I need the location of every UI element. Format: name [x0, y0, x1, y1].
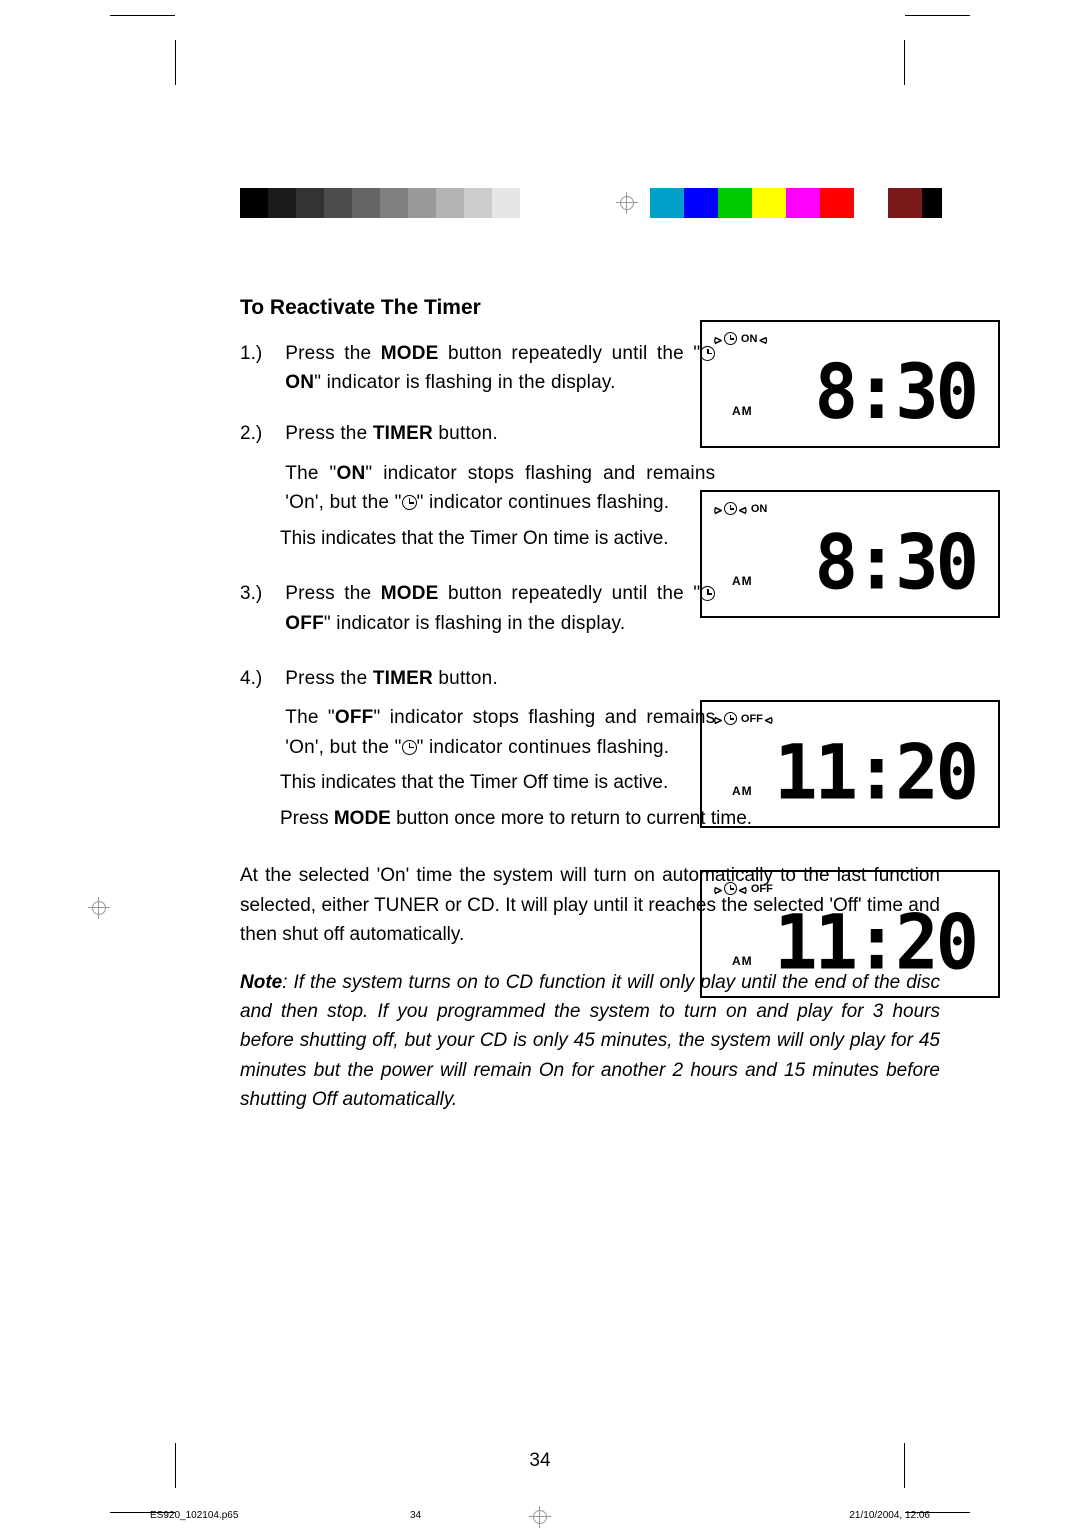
swatch	[352, 188, 380, 218]
swatch	[464, 188, 492, 218]
step-3: 3.) Press the MODE button repeatedly unt…	[240, 579, 940, 638]
swatch	[786, 188, 820, 218]
registration-mark-icon	[529, 1506, 551, 1528]
swatch	[520, 188, 548, 218]
step-tail: This indicates that the Timer On time is…	[280, 524, 935, 553]
registration-mark-icon	[88, 897, 110, 919]
step-2: 2.) Press the TIMER button. The "ON" ind…	[240, 419, 940, 553]
note-lead: Note	[240, 972, 282, 993]
swatch	[922, 188, 942, 218]
crop-mark	[904, 40, 905, 85]
step-4: 4.) Press the TIMER button. The "OFF" in…	[240, 664, 940, 833]
clock-icon	[700, 586, 715, 601]
swatch	[752, 188, 786, 218]
swatch	[650, 188, 684, 218]
crop-mark	[905, 1512, 970, 1513]
crop-mark	[175, 40, 176, 85]
swatch	[684, 188, 718, 218]
step-number: 1.)	[240, 339, 280, 368]
swatch	[268, 188, 296, 218]
crop-mark	[904, 1443, 905, 1488]
crop-mark	[110, 15, 175, 16]
body-paragraph: At the selected 'On' time the system wil…	[240, 861, 940, 949]
clock-icon	[700, 346, 715, 361]
footer-page: 34	[410, 1510, 421, 1521]
crop-mark	[175, 1443, 176, 1488]
note-body: : If the system turns on to CD function …	[240, 972, 940, 1111]
swatch	[324, 188, 352, 218]
swatch	[240, 188, 268, 218]
step-number: 2.)	[240, 419, 280, 448]
registration-mark-icon	[616, 192, 638, 214]
swatch	[718, 188, 752, 218]
swatch	[854, 188, 888, 218]
note-paragraph: Note: If the system turns on to CD funct…	[240, 968, 940, 1115]
step-tail: This indicates that the Timer Off time i…	[280, 768, 935, 797]
crop-mark	[905, 15, 970, 16]
section-heading: To Reactivate The Timer	[240, 292, 940, 325]
step-tail: Press MODE button once more to return to…	[280, 804, 935, 833]
grayscale-swatch-bar	[240, 188, 590, 218]
color-swatch-bar	[650, 188, 950, 218]
swatch	[888, 188, 922, 218]
step-text: Press the MODE button repeatedly until t…	[285, 339, 715, 398]
footer-meta: ES920_102104.p65 34 21/10/2004, 12:06	[150, 1510, 930, 1521]
step-1: 1.) Press the MODE button repeatedly unt…	[240, 339, 940, 398]
page-number: 34	[0, 1450, 1080, 1472]
clock-icon	[402, 495, 417, 510]
step-number: 4.)	[240, 664, 280, 693]
crop-mark	[110, 1512, 175, 1513]
swatch	[380, 188, 408, 218]
swatch	[436, 188, 464, 218]
swatch	[296, 188, 324, 218]
step-text: Press the TIMER button. The "OFF" indica…	[285, 664, 715, 762]
page-content: To Reactivate The Timer 1.) Press the MO…	[240, 292, 940, 1115]
step-text: Press the MODE button repeatedly until t…	[285, 579, 715, 638]
clock-icon	[402, 740, 417, 755]
swatch	[408, 188, 436, 218]
step-number: 3.)	[240, 579, 280, 608]
swatch	[820, 188, 854, 218]
swatch	[492, 188, 520, 218]
step-text: Press the TIMER button. The "ON" indicat…	[285, 419, 715, 517]
printer-colorbar-row	[0, 188, 1080, 218]
